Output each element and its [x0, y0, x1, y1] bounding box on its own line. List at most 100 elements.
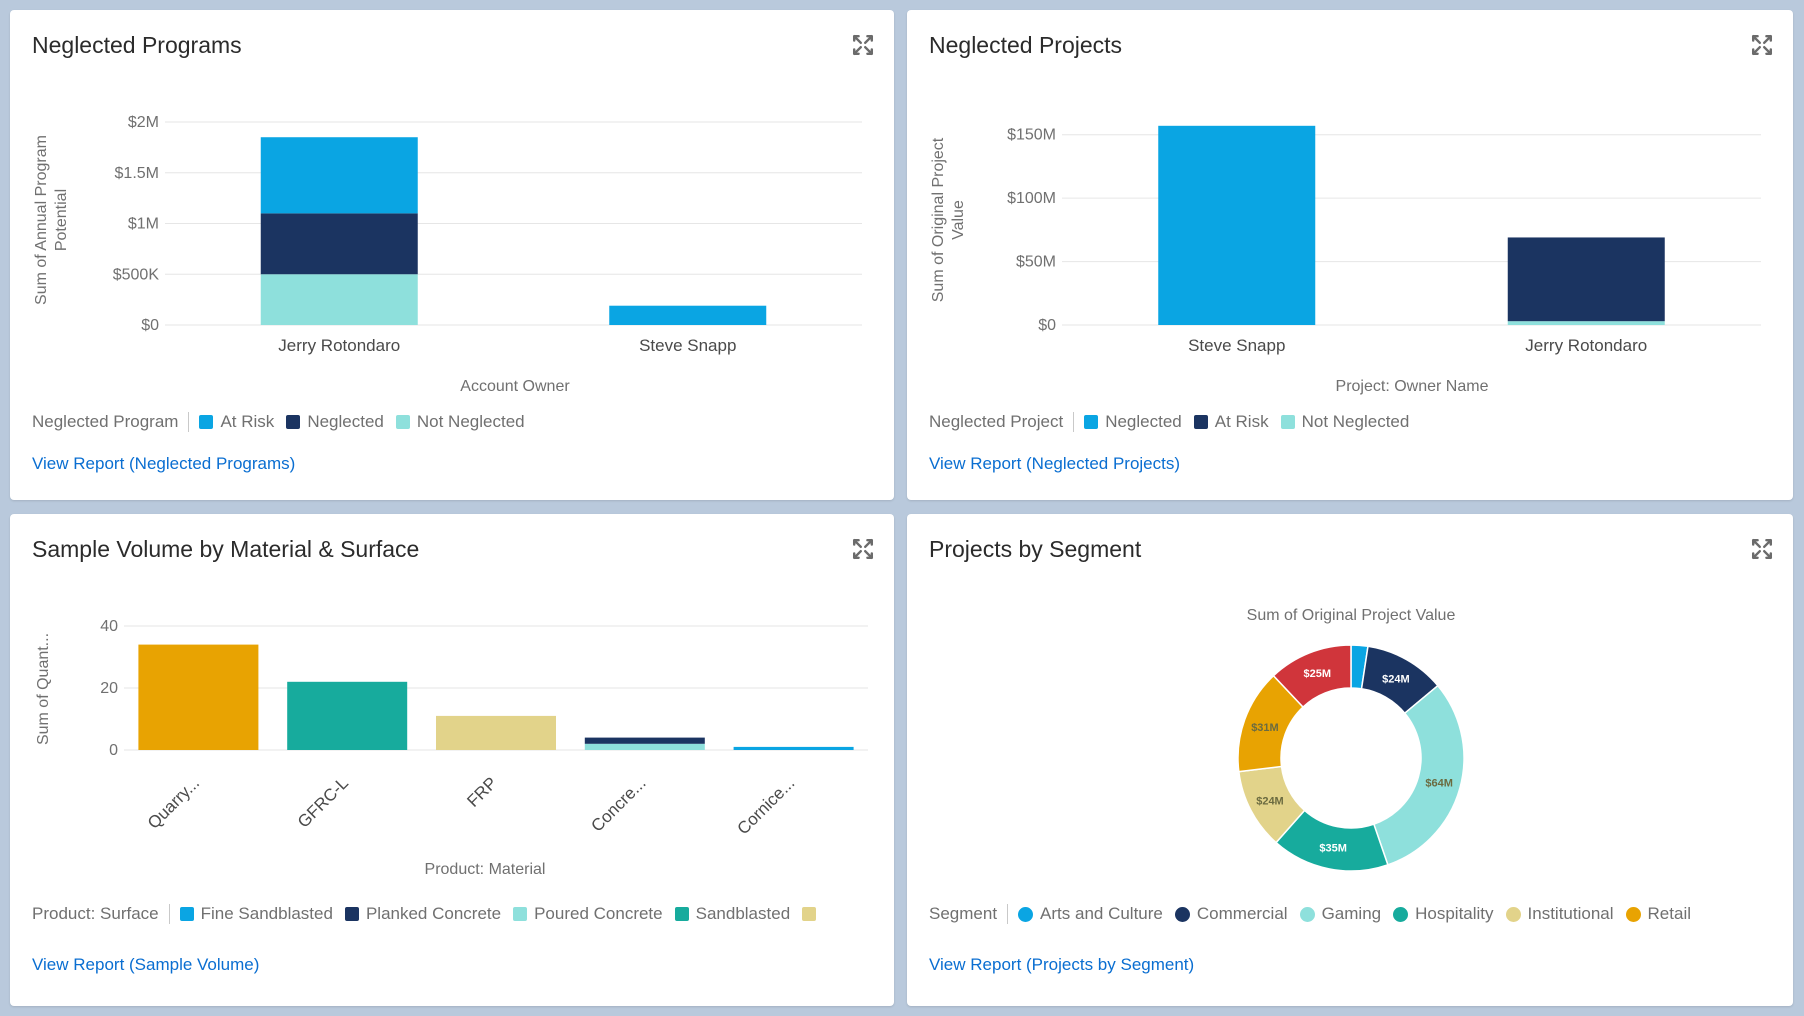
expand-icon[interactable] — [852, 538, 874, 560]
bar-segment[interactable] — [260, 213, 418, 275]
expand-icon[interactable] — [1751, 538, 1773, 560]
x-tick-label: Steve Snapp — [639, 336, 736, 355]
legend-item[interactable] — [802, 907, 823, 921]
y-axis-title: Sum of Quant... — [35, 633, 52, 745]
legend-item[interactable]: Neglected — [1084, 412, 1182, 432]
neglected-projects-card: Neglected Projects $0 $50M $100M $150M Steve… — [907, 10, 1793, 500]
bar-segment[interactable] — [733, 746, 854, 750]
legend-label: Planked Concrete — [365, 904, 502, 923]
y-axis-title: Sum of Annual Program — [33, 135, 50, 305]
bar-segment[interactable] — [609, 305, 767, 325]
bar-segment[interactable] — [1158, 125, 1316, 326]
legend-label: Commercial — [1196, 904, 1288, 923]
slice-label: $64M — [1425, 778, 1453, 790]
projects-by-segment-card: Projects by Segment Sum of Original Proj… — [907, 514, 1793, 1006]
x-tick-label: Jerry Rotondaro — [1525, 336, 1647, 355]
card-title: Neglected Projects — [929, 32, 1123, 58]
neglected-programs-chart: $0 $500K $1M $1.5M $2M Jerry Rotondaro Steve S… — [33, 114, 862, 395]
legend-label: Neglected — [307, 412, 384, 431]
neglected-programs-card: Neglected Programs $0 $500K $1M $1.5M $2M Jer… — [10, 10, 894, 500]
legend-item[interactable]: Hospitality — [1393, 904, 1494, 924]
y-tick-label: $100M — [1007, 190, 1056, 207]
legend-swatch — [1174, 906, 1190, 922]
legend-swatch — [1084, 415, 1099, 429]
legend-swatch — [1193, 415, 1208, 429]
bar-segment[interactable] — [1507, 237, 1665, 322]
sample-volume-chart: 0 20 40 Quarry... GFRC-L FRP Concre... Cornice.… — [35, 618, 868, 878]
legend-title: Neglected Project — [929, 412, 1075, 432]
neglected-projects-chart: $0 $50M $100M $150M Steve Snapp Jerry Rotonda… — [930, 125, 1761, 395]
legend-item[interactable]: Sandblasted — [674, 904, 791, 924]
x-tick-label: Cornice... — [734, 773, 799, 838]
y-axis-title: Potential — [53, 189, 70, 251]
x-axis-title: Product: Material — [425, 861, 546, 878]
legend-title: Neglected Program — [32, 412, 190, 432]
legend-swatch — [1018, 906, 1034, 922]
bar-segment[interactable] — [260, 137, 418, 214]
legend-swatch — [674, 907, 689, 921]
view-report-link[interactable]: View Report (Sample Volume) — [32, 955, 260, 974]
x-tick-label: Concre... — [587, 773, 649, 835]
expand-icon[interactable] — [852, 34, 874, 56]
legend-swatch — [1299, 906, 1315, 922]
legend-item[interactable]: At Risk — [1193, 412, 1269, 432]
y-tick-label: $50M — [1016, 254, 1056, 271]
legend-item[interactable]: Commercial — [1174, 904, 1288, 924]
legend-label: Sandblasted — [695, 904, 791, 923]
bar-segment[interactable] — [260, 274, 418, 325]
legend-item[interactable]: At Risk — [199, 412, 274, 432]
legend-swatch — [286, 415, 301, 429]
legend-item[interactable]: Not Neglected — [1280, 412, 1410, 432]
legend-label: Poured Concrete — [534, 904, 663, 923]
card-title: Projects by Segment — [929, 536, 1142, 562]
bar-segment[interactable] — [138, 644, 259, 750]
legend-swatch — [1505, 906, 1521, 922]
legend-label: Not Neglected — [1301, 412, 1410, 431]
legend: Neglected Project Neglected At Risk Not Ne… — [929, 412, 1421, 432]
bar-segment[interactable] — [1507, 321, 1665, 325]
legend: Segment Arts and Culture Commercial Gaming… — [929, 904, 1703, 924]
donut-slice[interactable] — [1372, 684, 1465, 866]
y-axis-title: Value — [950, 200, 967, 240]
view-report-link[interactable]: View Report (Neglected Programs) — [32, 454, 296, 473]
expand-icon[interactable] — [1751, 34, 1773, 56]
y-tick-label: $500K — [113, 266, 160, 283]
legend-item[interactable]: Fine Sandblasted — [179, 904, 333, 924]
legend-label: Retail — [1647, 904, 1691, 923]
legend-item[interactable]: Planked Concrete — [344, 904, 502, 924]
x-tick-label: GFRC-L — [294, 773, 352, 831]
y-tick-label: $2M — [128, 114, 159, 131]
legend-item[interactable]: Retail — [1625, 904, 1691, 924]
legend-item[interactable]: Institutional — [1505, 904, 1614, 924]
legend-item[interactable]: Neglected — [286, 412, 384, 432]
bar-segment[interactable] — [584, 737, 705, 744]
legend-swatch — [179, 907, 194, 921]
legend-swatch — [344, 907, 359, 921]
view-report-link[interactable]: View Report (Projects by Segment) — [929, 955, 1195, 974]
y-tick-label: 40 — [100, 618, 118, 635]
legend-item[interactable]: Gaming — [1299, 904, 1381, 924]
y-tick-label: $0 — [1038, 317, 1056, 334]
bar-segment[interactable] — [584, 743, 705, 750]
slice-label: $31M — [1251, 722, 1279, 734]
donut-slice[interactable] — [1272, 644, 1352, 709]
legend-item[interactable]: Poured Concrete — [513, 904, 663, 924]
card-title: Sample Volume by Material & Surface — [32, 536, 420, 562]
legend-item[interactable]: Arts and Culture — [1018, 904, 1163, 924]
legend-swatch — [1280, 415, 1295, 429]
x-axis-title: Project: Owner Name — [1336, 378, 1489, 395]
legend-label: At Risk — [220, 412, 275, 431]
bar-segment[interactable] — [287, 681, 408, 750]
bar-segment[interactable] — [436, 715, 556, 750]
legend-swatch — [1625, 906, 1641, 922]
legend-swatch — [802, 907, 817, 921]
view-report-link[interactable]: View Report (Neglected Projects) — [929, 454, 1181, 473]
legend: Product: Surface Fine Sandblasted Planked… — [32, 904, 835, 924]
y-tick-label: $0 — [141, 317, 159, 334]
y-tick-label: $150M — [1007, 127, 1056, 144]
x-axis-title: Account Owner — [460, 378, 570, 395]
legend-item[interactable]: Not Neglected — [395, 412, 525, 432]
y-tick-label: $1M — [128, 216, 159, 233]
y-tick-label: 0 — [109, 742, 118, 759]
legend-label: Institutional — [1527, 904, 1614, 923]
